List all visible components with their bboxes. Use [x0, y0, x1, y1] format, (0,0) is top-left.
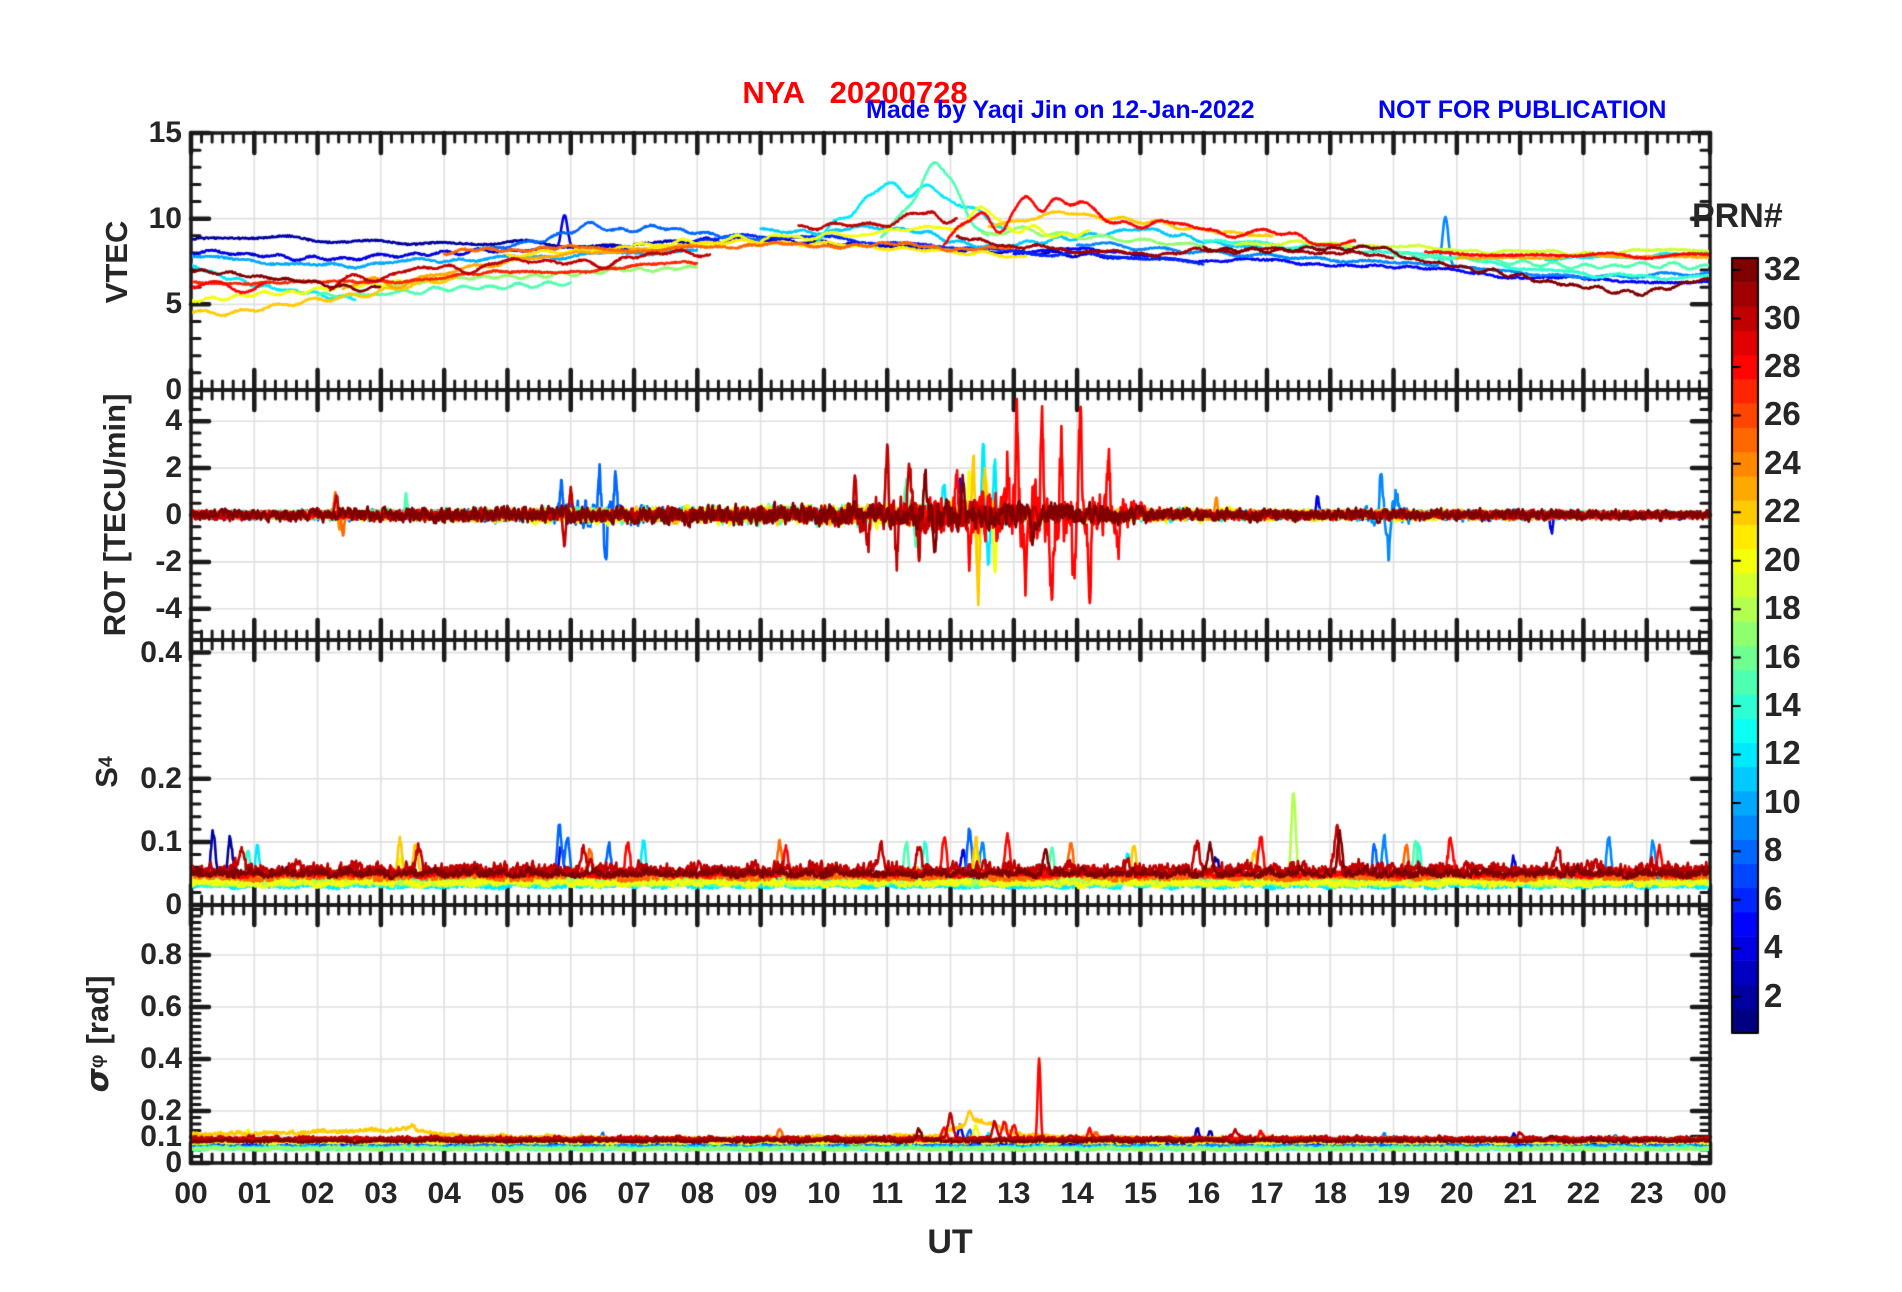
- y-tick-label: 0: [165, 888, 182, 921]
- y-tick-label: 0.6: [140, 989, 182, 1023]
- colorbar-tick-label: 2: [1764, 976, 1783, 1014]
- x-tick-label: 11: [871, 1177, 904, 1210]
- colorbar-tick-label: 24: [1764, 443, 1801, 481]
- x-tick-label: 12: [933, 1177, 968, 1210]
- colorbar-tick-label: 32: [1764, 250, 1801, 288]
- x-tick-label: 09: [743, 1177, 778, 1210]
- colorbar-tick-label: 12: [1764, 734, 1801, 772]
- y-tick-label: -2: [155, 544, 182, 578]
- rot-plot-area: [191, 390, 1710, 640]
- phi-subscript: φ: [87, 1054, 108, 1069]
- y-tick-label: 0: [165, 1146, 182, 1179]
- y-tick-label: 0.4: [140, 635, 182, 669]
- x-tick-label: 14: [1060, 1177, 1094, 1210]
- x-tick-label: 22: [1566, 1177, 1601, 1210]
- colorbar-tick-label: 16: [1764, 637, 1801, 675]
- colorbar-tick-label: 8: [1764, 831, 1783, 869]
- y-tick-label: 0.4: [140, 1041, 182, 1075]
- x-tick-label: 18: [1313, 1177, 1347, 1210]
- y-tick-label: 15: [148, 116, 182, 149]
- colorbar-tick-label: 10: [1764, 782, 1801, 820]
- x-tick-label: 21: [1503, 1177, 1537, 1210]
- y-tick-label: 10: [148, 201, 182, 235]
- y-tick-label: 0.8: [140, 937, 182, 971]
- x-tick-label: 07: [617, 1177, 651, 1210]
- colorbar-tick-label: 4: [1764, 928, 1783, 966]
- colorbar-tick-label: 30: [1764, 298, 1801, 336]
- x-tick-label: 16: [1186, 1177, 1221, 1210]
- colorbar-tick-label: 20: [1764, 540, 1801, 578]
- colorbar-tick-label: 14: [1764, 686, 1801, 724]
- x-tick-label: 13: [997, 1177, 1031, 1210]
- x-tick-label: 00: [1693, 1177, 1727, 1210]
- y-tick-label: 0: [165, 498, 182, 531]
- x-tick-label: 17: [1250, 1177, 1284, 1210]
- x-tick-label: 04: [427, 1177, 461, 1210]
- ut-axis-label: UT: [927, 1223, 973, 1261]
- colorbar-tick-label: 6: [1764, 879, 1783, 917]
- x-tick-label: 02: [300, 1177, 335, 1210]
- x-tick-label: 20: [1440, 1177, 1474, 1210]
- y-tick-label: 0.1: [140, 824, 182, 858]
- y-tick-label: 4: [165, 404, 182, 438]
- y-tick-label: 5: [165, 287, 182, 321]
- sigma-phi-plot-area: [191, 905, 1710, 1163]
- colorbar-title: PRN#: [1692, 197, 1783, 235]
- prn-colorbar: [1732, 258, 1758, 1033]
- colorbar-tick-label: 28: [1764, 346, 1801, 384]
- x-tick-label: 08: [680, 1177, 715, 1210]
- colorbar-tick-label: 26: [1764, 395, 1801, 433]
- y-tick-label: 0: [165, 373, 182, 406]
- x-tick-label: 05: [490, 1177, 525, 1210]
- y-tick-label: 2: [165, 451, 182, 485]
- x-tick-label: 15: [1123, 1177, 1158, 1210]
- x-tick-label: 10: [807, 1177, 841, 1210]
- x-tick-label: 06: [554, 1177, 588, 1210]
- colorbar-tick-label: 18: [1764, 589, 1801, 627]
- x-tick-label: 19: [1376, 1177, 1411, 1210]
- x-tick-label: 03: [364, 1177, 398, 1210]
- colorbar-tick-label: 22: [1764, 492, 1801, 530]
- page-title: NYA 20200728: [742, 75, 968, 110]
- s4-plot-area: [191, 640, 1710, 905]
- y-tick-label: -4: [155, 591, 182, 625]
- x-tick-label: 23: [1630, 1177, 1664, 1210]
- y-tick-label: 0.2: [140, 761, 182, 795]
- y-tick-label: 0.2: [140, 1093, 182, 1127]
- publication-notice: NOT FOR PUBLICATION: [1378, 96, 1667, 124]
- x-tick-label: 00: [174, 1177, 208, 1210]
- y-tick-label: 0.1: [140, 1119, 182, 1153]
- vtec-plot-area: [191, 133, 1710, 390]
- credit-text: Made by Yaqi Jin on 12-Jan-2022: [866, 96, 1255, 124]
- x-tick-label: 01: [237, 1177, 271, 1210]
